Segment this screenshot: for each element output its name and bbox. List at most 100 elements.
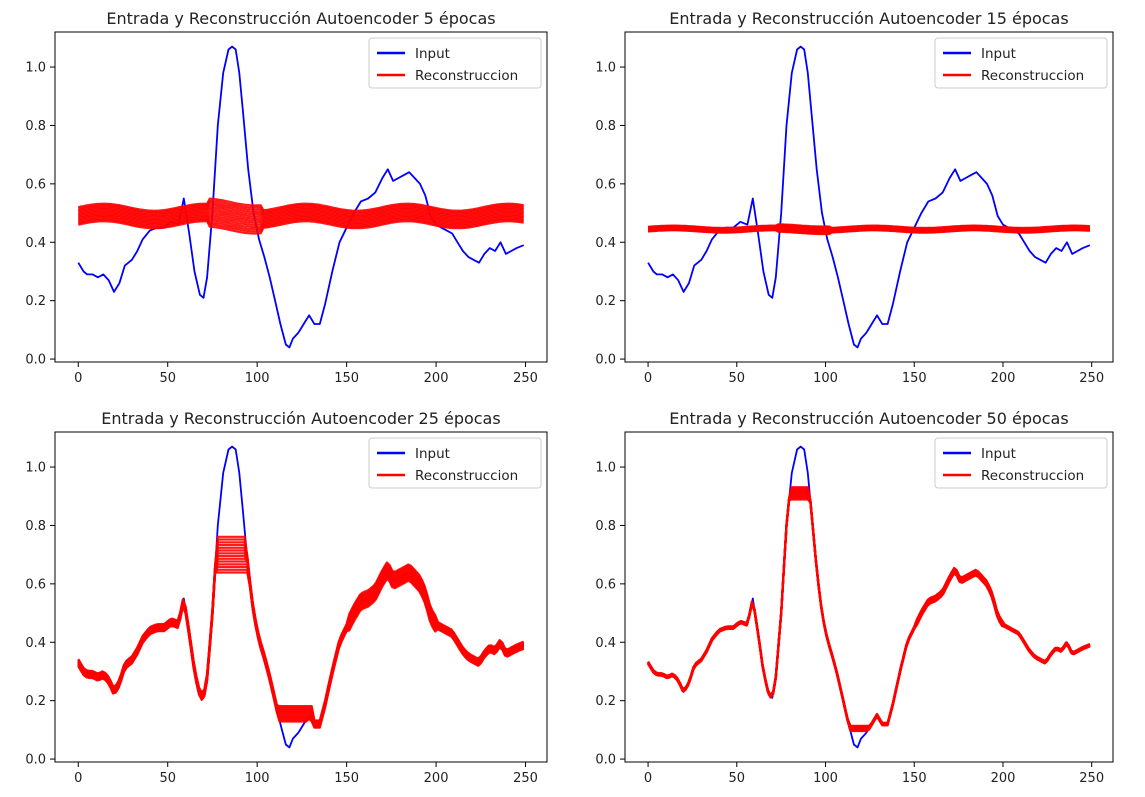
plot-area [77,45,525,349]
x-tick-label: 50 [159,371,176,386]
y-tick-label: 0.8 [595,519,616,534]
chart-title: Entrada y Reconstrucción Autoencoder 25 … [101,409,500,428]
reconstruccion-trace [77,568,525,729]
y-tick-label: 0.0 [595,753,616,768]
reconstruccion-line [77,535,525,729]
y-tick-label: 0.2 [25,694,46,709]
y-tick-label: 0.6 [595,577,616,592]
reconstruccion-trace [647,486,1091,727]
x-tick-label: 100 [245,771,270,786]
reconstruccion-trace [77,538,525,723]
chart-title: Entrada y Reconstrucción Autoencoder 50 … [669,409,1068,428]
y-tick-label: 0.0 [25,753,46,768]
plot-area [647,445,1091,749]
subplot-1: Entrada y Reconstrucción Autoencoder 5 é… [25,9,548,386]
y-tick-label: 0.2 [595,694,616,709]
reconstruccion-trace [647,496,1091,732]
reconstruccion-trace [78,220,524,235]
reconstruccion-trace [647,498,1091,733]
legend-label-input: Input [415,46,450,62]
reconstruccion-trace [78,218,524,233]
reconstruccion-trace [647,488,1091,728]
y-tick-label: 0.0 [25,353,46,368]
legend-label-reconstruccion: Reconstruccion [981,468,1084,484]
subplot-2: Entrada y Reconstrucción Autoencoder 15 … [595,9,1114,386]
reconstruccion-trace [77,563,525,728]
reconstruccion-trace [78,201,524,215]
legend-label-input: Input [415,446,450,462]
x-tick-label: 150 [902,371,927,386]
input-line [77,45,525,349]
x-tick-label: 250 [513,771,538,786]
legend: Input Reconstruccion [934,437,1108,489]
legend-box [368,437,542,489]
axes-frame [624,431,1114,763]
y-tick-label: 1.0 [25,461,46,476]
y-tick-label: 0.6 [25,577,46,592]
y-tick-label: 1.0 [595,61,616,76]
legend-label-reconstruccion: Reconstruccion [415,68,518,84]
y-tick-label: 0.4 [25,236,46,251]
x-tick-label: 150 [902,771,927,786]
x-tick-label: 200 [991,771,1016,786]
reconstruccion-trace [78,197,524,212]
y-tick-label: 0.4 [25,636,46,651]
x-tick-label: 250 [1079,371,1104,386]
x-tick-label: 250 [513,371,538,386]
reconstruccion-line [648,223,1090,236]
reconstruccion-trace [78,216,524,229]
subplot-4: Entrada y Reconstrucción Autoencoder 50 … [595,409,1114,786]
x-tick-label: 0 [644,371,652,386]
y-tick-label: 0.8 [25,519,46,534]
x-tick-label: 150 [334,771,359,786]
reconstruccion-trace [78,214,524,226]
legend-label-reconstruccion: Reconstruccion [981,68,1084,84]
x-tick-label: 200 [424,371,449,386]
reconstruccion-trace [647,489,1091,729]
legend-box [934,437,1108,489]
y-tick-label: 0.4 [595,636,616,651]
reconstruccion-line [78,197,524,235]
reconstruccion-trace [78,199,524,214]
reconstruccion-trace [647,488,1091,729]
legend-label-input: Input [981,46,1016,62]
legend: Input Reconstruccion [368,37,542,89]
chart-title: Entrada y Reconstrucción Autoencoder 15 … [669,9,1068,28]
y-tick-label: 0.4 [595,236,616,251]
reconstruccion-trace [78,210,524,220]
y-tick-label: 0.0 [595,353,616,368]
x-tick-label: 50 [729,371,746,386]
reconstruccion-trace [78,204,524,216]
reconstruccion-trace [647,497,1091,732]
plot-area [77,445,525,749]
input-line [77,445,525,749]
reconstruccion-trace [647,495,1091,731]
x-tick-label: 250 [1079,771,1104,786]
x-tick-label: 150 [334,371,359,386]
y-tick-label: 1.0 [25,61,46,76]
x-tick-label: 100 [813,771,838,786]
y-tick-label: 0.8 [595,119,616,134]
reconstruccion-trace [648,223,1090,230]
y-tick-label: 0.8 [25,119,46,134]
plot-area [647,45,1091,349]
x-tick-label: 100 [245,371,270,386]
legend-label-reconstruccion: Reconstruccion [415,468,518,484]
reconstruccion-trace [647,493,1091,731]
x-tick-label: 200 [424,771,449,786]
legend: Input Reconstruccion [368,437,542,489]
x-tick-label: 50 [729,771,746,786]
reconstruccion-trace [78,213,524,224]
chart-title: Entrada y Reconstrucción Autoencoder 5 é… [106,9,495,28]
x-tick-label: 0 [74,771,82,786]
reconstruccion-trace [647,491,1091,730]
x-tick-label: 0 [644,771,652,786]
x-tick-label: 0 [74,371,82,386]
legend-label-input: Input [981,446,1016,462]
y-tick-label: 0.6 [595,177,616,192]
reconstruccion-trace [647,494,1091,731]
y-tick-label: 1.0 [595,461,616,476]
reconstruccion-trace [78,206,524,218]
axes-frame [624,31,1114,363]
